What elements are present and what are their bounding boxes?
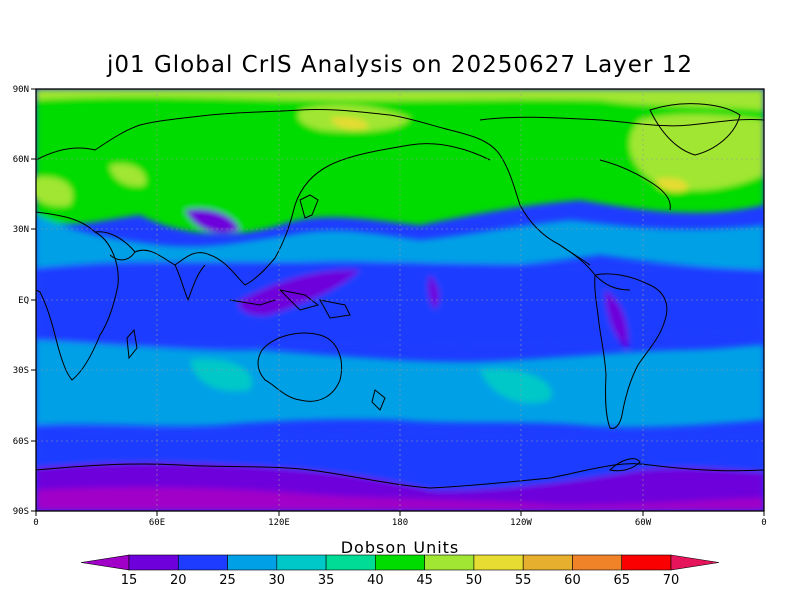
lon-label-120e: 120E bbox=[268, 518, 290, 528]
colorbar-tick-label: 40 bbox=[367, 573, 384, 588]
colorbar-tick-label: 15 bbox=[121, 573, 138, 588]
colorbar-segment bbox=[177, 554, 228, 571]
lon-label-0-left: 0 bbox=[33, 518, 38, 528]
colorbar: 15 20 25 30 35 40 45 50 55 60 65 70 bbox=[80, 554, 720, 588]
colorbar-segment bbox=[572, 554, 623, 571]
colorbar-tick-label: 20 bbox=[170, 573, 187, 588]
lat-label-60n: 60N bbox=[13, 155, 29, 165]
colorbar-tick-label: 35 bbox=[318, 573, 335, 588]
coastlines bbox=[36, 103, 764, 489]
colorbar-arrow-left bbox=[80, 554, 130, 571]
lon-labels: 0 60E 120E 180 120W 60W 0 bbox=[33, 518, 766, 528]
colorbar-tick-label: 30 bbox=[269, 573, 286, 588]
colorbar-segment bbox=[227, 554, 278, 571]
colorbar-tick-label: 25 bbox=[219, 573, 236, 588]
colorbar-tick-label: 45 bbox=[416, 573, 433, 588]
lon-label-180: 180 bbox=[392, 518, 408, 528]
colorbar-tick-label: 65 bbox=[613, 573, 630, 588]
lon-label-60w: 60W bbox=[635, 518, 652, 528]
lat-labels: 90N 60N 30N EQ 30S 60S 90S bbox=[13, 85, 29, 517]
axis-ticks bbox=[31, 88, 765, 516]
map-title: j01 Global CrIS Analysis on 20250627 Lay… bbox=[107, 52, 693, 78]
colorbar-segment bbox=[522, 554, 573, 571]
colorbar-segment bbox=[375, 554, 425, 571]
colorbar-title: Dobson Units bbox=[340, 538, 460, 557]
colorbar-arrow-right bbox=[670, 554, 720, 571]
lat-label-90s: 90S bbox=[13, 507, 29, 517]
colorbar-tick-label: 55 bbox=[515, 573, 532, 588]
lat-label-30s: 30S bbox=[13, 366, 29, 376]
lat-label-60s: 60S bbox=[13, 437, 29, 447]
lon-label-0-right: 0 bbox=[761, 518, 766, 528]
colorbar-segment bbox=[128, 554, 179, 571]
colorbar-segment bbox=[276, 554, 327, 571]
colorbar-tick-label: 60 bbox=[564, 573, 581, 588]
colorbar-tick-label: 70 bbox=[663, 573, 680, 588]
graticule bbox=[36, 89, 764, 511]
lat-label-90n: 90N bbox=[13, 85, 29, 95]
colorbar-tick-label: 50 bbox=[466, 573, 483, 588]
colorbar-segment bbox=[621, 554, 672, 571]
lat-label-30n: 30N bbox=[13, 225, 29, 235]
lon-label-120w: 120W bbox=[510, 518, 532, 528]
colorbar-segment bbox=[325, 554, 376, 571]
colorbar-segment bbox=[473, 554, 524, 571]
lon-label-60e: 60E bbox=[149, 518, 165, 528]
lat-label-eq: EQ bbox=[18, 296, 29, 306]
colorbar-segment bbox=[424, 554, 475, 571]
